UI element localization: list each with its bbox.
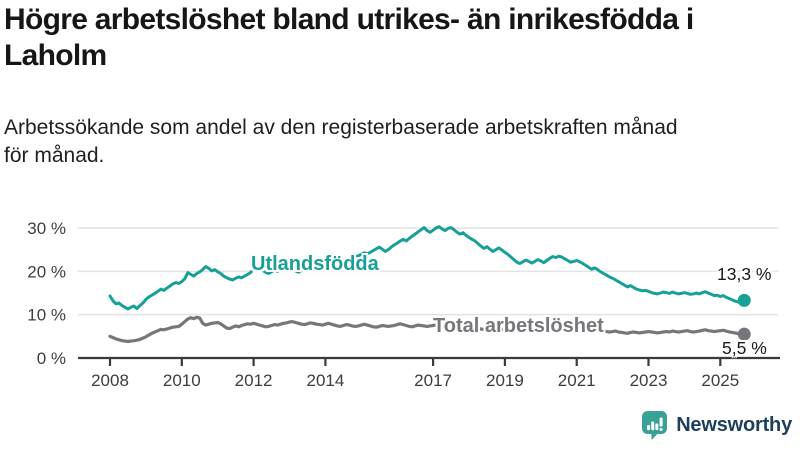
title-line-1: Högre arbetslöshet bland utrikes- än inr… [4,3,694,36]
total-line [108,315,746,344]
svg-text:30 %: 30 % [27,219,66,238]
svg-text:2010: 2010 [163,371,201,390]
y-axis-labels: 0 % 10 % 20 % 30 % [27,219,66,368]
newsworthy-logo-icon [642,411,668,440]
line-chart: 0 % 10 % 20 % 30 % 2008 2010 2012 2014 2017 2019… [27,219,780,390]
utlandsfodda-end-dot [737,293,751,307]
svg-text:2014: 2014 [306,371,344,390]
subtitle-line-2: för månad. [4,144,105,167]
x-axis [78,356,780,366]
svg-text:2019: 2019 [486,371,524,390]
gridlines [78,227,778,316]
page-title: Högre arbetslöshet bland utrikes- än inr… [4,2,796,74]
title-line-2: Laholm [4,39,107,72]
svg-text:2025: 2025 [701,371,739,390]
svg-text:0 %: 0 % [37,349,66,368]
subtitle-line-1: Arbetssökande som andel av den registerb… [4,116,678,139]
svg-text:2012: 2012 [235,371,273,390]
svg-text:20 %: 20 % [27,262,66,281]
total-end-dot [737,327,751,341]
total-series-label: Total arbetslöshet [433,315,604,337]
utlandsfodda-series-label: Utlandsfödda [251,253,379,275]
newsworthy-logo-text: Newsworthy [676,413,792,436]
svg-text:2021: 2021 [558,371,596,390]
utlandsfodda-line [108,225,746,311]
total-end-value-label: 5,5 % [722,338,767,358]
svg-text:10 %: 10 % [27,306,66,325]
svg-text:2023: 2023 [630,371,668,390]
newsworthy-logo[interactable]: Newsworthy [641,410,792,440]
svg-text:2017: 2017 [414,371,452,390]
x-axis-labels: 2008 2010 2012 2014 2017 2019 2021 2023 2025 [91,371,739,390]
subtitle: Arbetssökande som andel av den registerb… [4,114,784,170]
svg-text:2008: 2008 [91,371,129,390]
utlandsfodda-end-value-label: 13,3 % [717,264,772,284]
